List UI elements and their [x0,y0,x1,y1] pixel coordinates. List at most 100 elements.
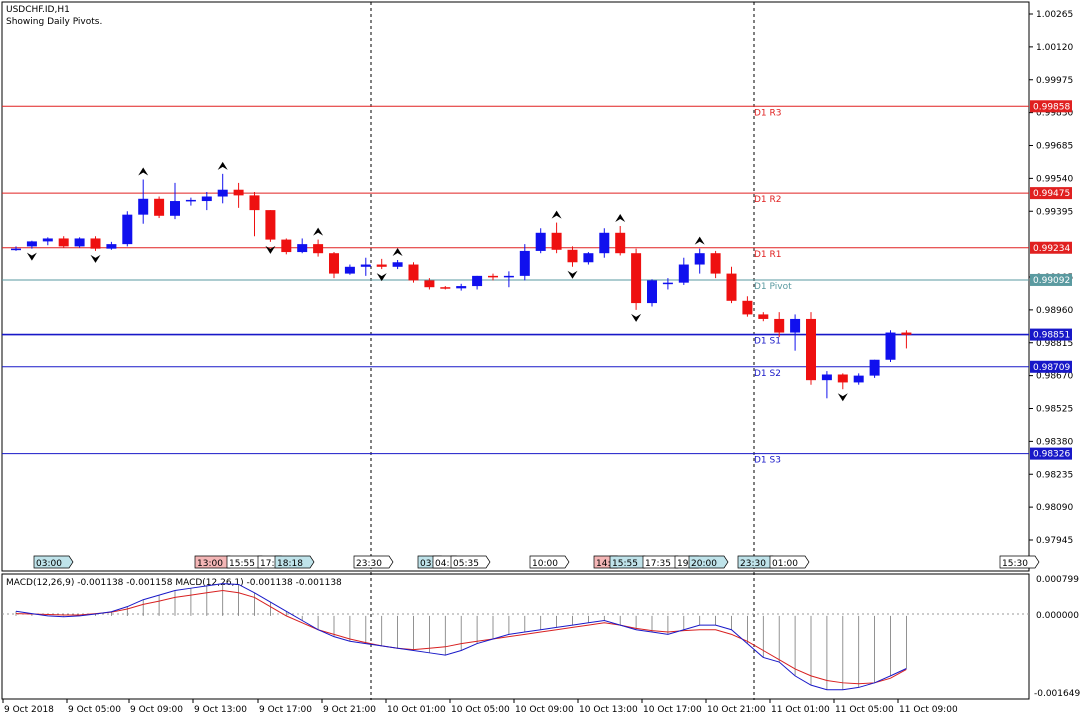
price-axis-label: 0.98960 [1036,306,1073,316]
session-marker-tag [274,555,315,569]
candle-body [456,286,467,289]
session-marker-label: 15:55 [229,559,255,569]
candle-body [217,189,228,197]
candle-body [201,196,212,202]
price-axis-label: 0.99975 [1036,76,1073,86]
macd-main-line [15,583,907,691]
candle-body [344,266,355,274]
candle-body [106,244,117,249]
session-marker-tag [769,555,810,569]
candle-body [26,241,37,247]
price-axis-label: 0.98235 [1036,470,1073,480]
macd-label: MACD(12,26,9) -0.001138 -0.001158 MACD(1… [6,578,342,588]
candle-body [710,253,721,274]
session-marker-label: 01:00 [772,559,798,569]
fractal-up-arrow [313,227,324,236]
candle-body [281,239,292,253]
candle-body [329,253,339,274]
pivot-price-value: 0.99234 [1033,244,1070,254]
time-axis-label: 10 Oct 21:00 [707,705,766,715]
time-axis-label: 10 Oct 09:00 [515,705,574,715]
candle-body [297,244,308,253]
time-axis-label: 9 Oct 09:00 [130,705,183,715]
candle-body [583,253,594,263]
candle-body [615,232,626,254]
candle-body [901,332,912,335]
session-marker-label: 17:35 [645,559,671,569]
session-marker-label: 15:55 [612,559,638,569]
pivot-price-tag [1030,187,1072,200]
candle-body [885,332,896,360]
candle-body [806,318,816,381]
session-marker-tag [353,555,394,569]
candle-body [74,238,85,247]
candle-body [249,195,260,211]
session-marker-label: 17: [260,559,274,569]
fractal-up-arrow [138,167,149,176]
session-marker-tag [529,555,570,569]
pivot-price-tag [1030,447,1072,460]
candlestick-series [11,173,912,399]
session-marker-label: 13:00 [197,559,223,569]
macd-axis-label: 0.000000 [1036,611,1079,621]
candle-body [170,201,180,216]
pivot-price-value: 0.98709 [1033,363,1070,373]
fractal-down-arrow [631,313,642,322]
candle-body [853,375,864,383]
time-axis-label: 11 Oct 01:00 [771,705,830,715]
pivot-price-tag [1030,241,1072,254]
candle-body [472,275,483,287]
candle-body [424,280,435,288]
candle-body [58,238,69,247]
session-marker-label: 03:00 [36,559,62,569]
symbol-label: USDCHF.ID,H1 [6,5,70,15]
time-axis-label: 9 Oct 17:00 [259,705,312,715]
candle-body [313,244,324,254]
price-axis-label: 0.98670 [1036,372,1073,382]
candle-body [233,189,244,196]
candle-body [774,318,785,333]
candle-body [154,198,165,216]
pivot-price-value: 0.98326 [1033,450,1070,460]
candle-body [869,359,880,376]
time-axis-label: 10 Oct 17:00 [643,705,702,715]
session-marker-label: 04: [435,559,449,569]
fractal-up-arrow [694,236,705,245]
candle-body [662,282,673,285]
candle-body [647,280,657,304]
candle-body [535,232,546,251]
pivot-price-value: 0.99475 [1033,189,1070,199]
candle-body [138,198,149,215]
candle-body [440,287,451,289]
session-marker-label: 14: [596,559,610,569]
session-marker-tag [450,555,491,569]
candle-body [678,264,689,283]
candle-body [265,210,276,240]
pivot-price-value: 0.99092 [1033,276,1070,286]
pivot-label: D1 Pivot [754,282,792,292]
fractal-up-arrow [551,210,562,219]
pivot-price-tag [1030,328,1072,341]
candle-body [631,253,642,304]
session-markers: 03:00 13:00 15:55 17: 18:18 23:30 03: 04: 05:35 1… [33,555,1040,569]
fractal-up-arrow [217,161,228,170]
time-axis-label: 10 Oct 01:00 [387,705,446,715]
candle-body [726,273,737,301]
fractal-markers [26,161,848,402]
candle-body [758,314,769,319]
fractal-down-arrow [837,393,848,402]
price-axis: 1.00265 1.00120 0.99975 0.99830 0.99685 0.995… [1029,10,1073,546]
pivot-price-tag [1030,273,1072,286]
session-marker-label: 10:00 [532,559,558,569]
price-axis-label: 0.98090 [1036,503,1073,513]
session-marker-label: 18:18 [277,559,303,569]
pivot-price-value: 0.98851 [1033,331,1070,341]
candle-body [392,262,403,267]
time-axis: 9 Oct 2018 9 Oct 05:00 9 Oct 09:00 9 Oct 13… [2,699,958,715]
candle-body [694,253,705,265]
macd-pane-frame [1,573,1030,700]
price-axis-label: 0.99395 [1036,207,1073,217]
candle-body [599,232,610,254]
